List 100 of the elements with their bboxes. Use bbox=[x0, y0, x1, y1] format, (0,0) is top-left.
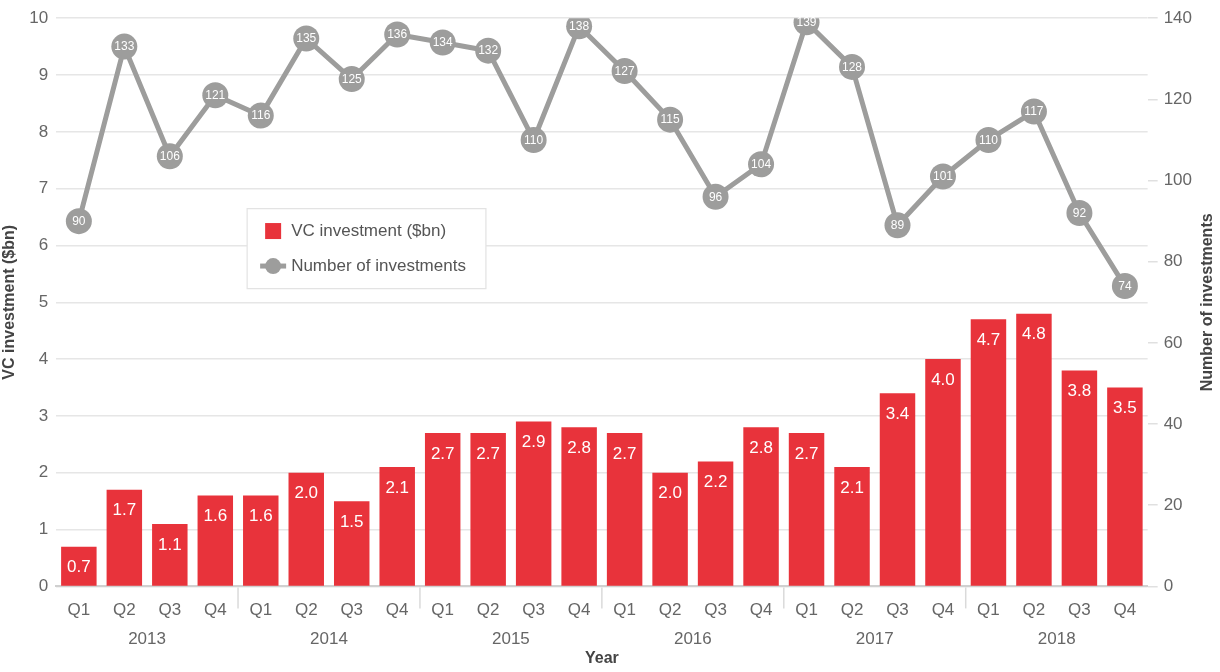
bar bbox=[197, 495, 234, 586]
x-tick-label: Q4 bbox=[567, 600, 591, 620]
x-tick-label: Q2 bbox=[1022, 600, 1046, 620]
bar bbox=[106, 489, 143, 586]
data-label: 2.1 bbox=[840, 477, 864, 497]
bar bbox=[333, 501, 370, 586]
y2-tick-label: 100 bbox=[1163, 170, 1193, 190]
y-tick-label: 5 bbox=[38, 291, 49, 311]
legend-label: VC investment ($bn) bbox=[291, 220, 447, 240]
data-label: 110 bbox=[978, 132, 999, 147]
bar bbox=[288, 472, 324, 586]
bar bbox=[515, 421, 552, 586]
x-tick-label: Q4 bbox=[385, 600, 409, 620]
data-label: 110 bbox=[524, 132, 544, 147]
text: 2018 bbox=[1037, 629, 1076, 649]
bar bbox=[652, 472, 688, 586]
bar bbox=[1016, 313, 1052, 586]
bar bbox=[697, 461, 734, 586]
data-label: 3.8 bbox=[1067, 381, 1092, 401]
data-label: 2.9 bbox=[521, 432, 546, 452]
data-label: 135 bbox=[296, 31, 317, 46]
x-tick-label: Q4 bbox=[931, 600, 955, 620]
x-tick-label: Q2 bbox=[476, 600, 500, 620]
data-label: 116 bbox=[251, 108, 271, 123]
x-tick-label: Q1 bbox=[613, 600, 636, 620]
x-tick-label: Q2 bbox=[658, 600, 682, 620]
x-tick-label: Q4 bbox=[749, 600, 773, 620]
bar bbox=[606, 432, 643, 586]
data-label: 2.1 bbox=[385, 477, 410, 497]
data-label: 1.7 bbox=[112, 500, 137, 520]
data-label: 2.8 bbox=[749, 437, 773, 457]
data-label: 74 bbox=[1118, 278, 1132, 293]
data-label: 1.5 bbox=[339, 511, 364, 531]
bar bbox=[424, 432, 461, 586]
x-tick-label: Q4 bbox=[1113, 600, 1137, 620]
x-tick-label: Q2 bbox=[294, 600, 318, 620]
x-tick-label: Q1 bbox=[977, 600, 1000, 620]
bar bbox=[743, 427, 779, 586]
y-tick-label: 0 bbox=[38, 576, 49, 596]
data-label: 0.7 bbox=[67, 557, 91, 577]
data-label: 2.7 bbox=[794, 443, 819, 463]
text: 2017 bbox=[855, 629, 894, 649]
data-label: 128 bbox=[842, 59, 863, 74]
data-label: 3.4 bbox=[885, 403, 910, 423]
bar bbox=[243, 495, 279, 586]
bar bbox=[1107, 387, 1143, 586]
data-label: 133 bbox=[114, 39, 135, 54]
data-label: 117 bbox=[1024, 104, 1044, 119]
data-label: 136 bbox=[387, 27, 408, 42]
bar bbox=[470, 432, 506, 586]
y-tick-label: 1 bbox=[38, 519, 49, 539]
data-label: 1.1 bbox=[157, 534, 182, 554]
x-tick-label: Q3 bbox=[1068, 600, 1091, 620]
bar bbox=[561, 427, 597, 586]
x-tick-label: Q3 bbox=[158, 600, 182, 620]
x-tick-label: Q2 bbox=[112, 600, 136, 620]
y-tick-label: 2 bbox=[38, 462, 49, 482]
data-label: 127 bbox=[614, 63, 635, 78]
data-label: 138 bbox=[569, 19, 590, 34]
bar bbox=[788, 432, 825, 586]
x-tick-label: Q1 bbox=[795, 600, 818, 620]
bar bbox=[61, 546, 97, 586]
y2-tick-label: 60 bbox=[1163, 332, 1183, 352]
data-label: 2.7 bbox=[476, 443, 500, 463]
data-label: 92 bbox=[1072, 205, 1087, 220]
y-tick-label: 8 bbox=[38, 121, 49, 141]
bar bbox=[1061, 370, 1098, 586]
data-label: 90 bbox=[72, 213, 86, 228]
x-tick-label: Q1 bbox=[249, 600, 273, 620]
y-tick-label: 9 bbox=[38, 64, 49, 84]
data-label: 139 bbox=[796, 15, 817, 30]
y2-tick-label: 40 bbox=[1163, 413, 1183, 433]
bar bbox=[152, 523, 188, 586]
x-axis-title: Year bbox=[584, 648, 619, 666]
x-tick-label: Q3 bbox=[522, 600, 545, 620]
y2-tick-label: 0 bbox=[1163, 576, 1174, 596]
data-label: 3.5 bbox=[1113, 398, 1137, 418]
bar bbox=[379, 467, 415, 586]
y-tick-label: 4 bbox=[38, 348, 49, 368]
x-tick-label: Q3 bbox=[704, 600, 727, 620]
data-label: 106 bbox=[159, 149, 181, 163]
data-label: 96 bbox=[708, 189, 723, 204]
data-label: 125 bbox=[341, 71, 363, 86]
y2-tick-label: 80 bbox=[1163, 251, 1183, 271]
text: 2016 bbox=[673, 629, 712, 649]
data-label: 101 bbox=[932, 169, 954, 184]
bar bbox=[970, 319, 1007, 586]
text: 2015 bbox=[492, 629, 530, 649]
text: 2014 bbox=[310, 629, 348, 649]
data-label: 1.6 bbox=[248, 506, 273, 526]
y2-axis-title: Number of investments bbox=[1198, 213, 1216, 392]
x-tick-label: Q3 bbox=[886, 600, 909, 620]
data-label: 2.0 bbox=[658, 483, 682, 503]
data-label: 2.7 bbox=[612, 443, 637, 463]
y2-tick-label: 120 bbox=[1163, 89, 1193, 109]
legend-label: Number of investments bbox=[291, 255, 466, 275]
bar bbox=[879, 393, 916, 586]
data-label: 2.2 bbox=[703, 472, 728, 492]
bar bbox=[925, 359, 961, 586]
data-label: 2.7 bbox=[430, 443, 455, 463]
